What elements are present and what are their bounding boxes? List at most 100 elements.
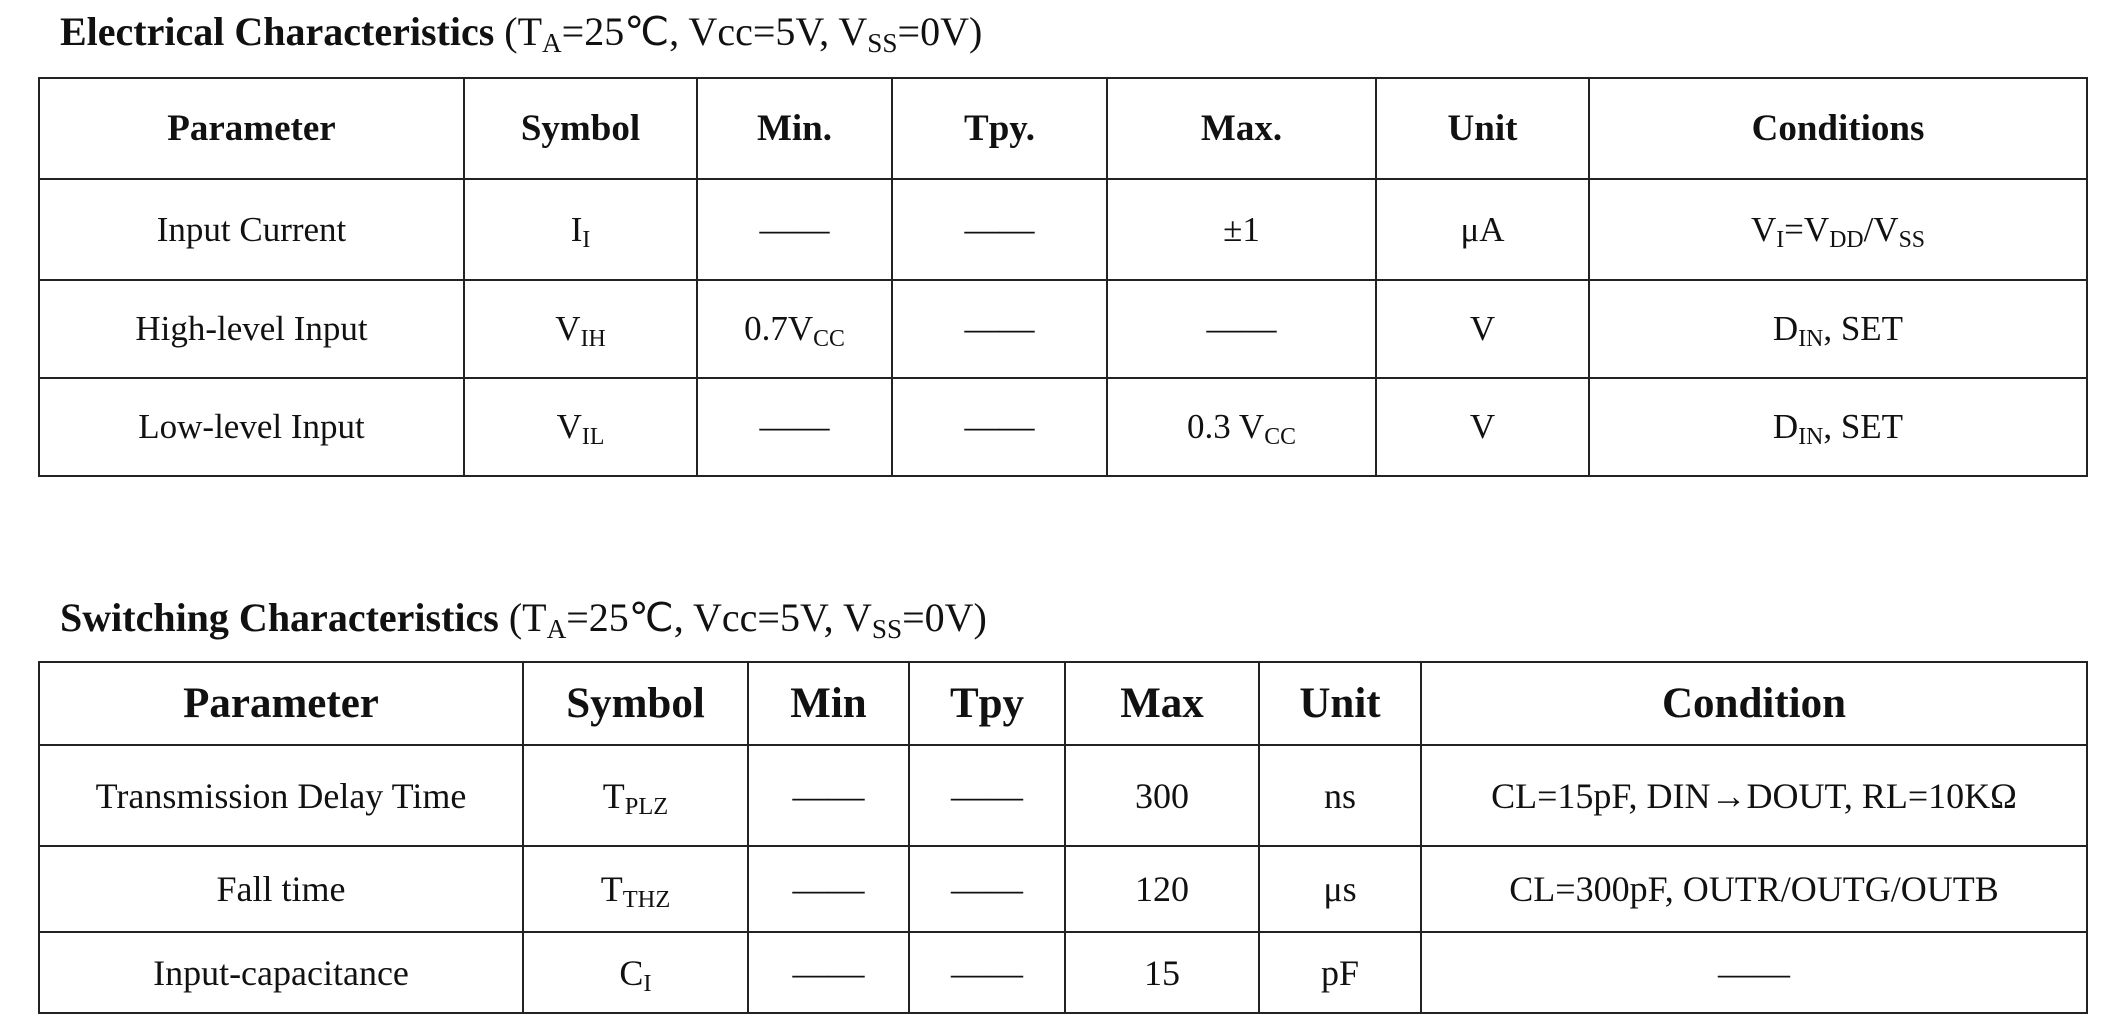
header-cell: Min bbox=[747, 661, 910, 746]
text: —— bbox=[951, 869, 1023, 909]
cell: Input Current bbox=[38, 178, 465, 281]
text: D bbox=[1772, 309, 1799, 348]
subscript: A bbox=[546, 613, 567, 644]
text: T bbox=[602, 775, 625, 816]
cell: —— bbox=[1106, 279, 1377, 379]
subscript: IL bbox=[581, 423, 605, 450]
text: T bbox=[600, 869, 623, 909]
table-row: Transmission Delay Time TPLZ —— —— 300 ns CL=1… bbox=[38, 744, 2088, 847]
text: V bbox=[1469, 309, 1496, 348]
cell: Low-level Input bbox=[38, 377, 465, 477]
cell: 15 bbox=[1064, 931, 1260, 1014]
subscript: I bbox=[1776, 226, 1785, 253]
text: 15 bbox=[1144, 952, 1180, 993]
subscript: IN bbox=[1798, 325, 1824, 352]
subscript: I bbox=[582, 226, 591, 253]
text: =V bbox=[1784, 209, 1830, 249]
text: —— bbox=[759, 407, 830, 446]
title-main: Switching Characteristics bbox=[60, 595, 499, 640]
cell: V bbox=[1375, 279, 1590, 379]
cell: —— bbox=[891, 178, 1108, 281]
text: ns bbox=[1323, 775, 1356, 816]
header-cell: Max bbox=[1064, 661, 1260, 746]
cell: VI=VDD/VSS bbox=[1588, 178, 2088, 281]
cell: CI bbox=[522, 931, 749, 1014]
table: Parameter Symbol Min Tpy Max Unit Condition Tra… bbox=[38, 661, 2088, 1014]
cell: Input-capacitance bbox=[38, 931, 524, 1014]
text: pF bbox=[1320, 952, 1360, 993]
text: =25℃, Vcc=5V, V bbox=[566, 595, 872, 640]
header-cell: Parameter bbox=[38, 661, 524, 746]
text: V bbox=[1469, 407, 1496, 446]
table-title: Electrical Characteristics (TA=25℃, Vcc=… bbox=[60, 8, 983, 56]
header-cell: Conditions bbox=[1588, 77, 2088, 180]
text: Transmission Delay Time bbox=[95, 775, 467, 816]
table-title: Switching Characteristics (TA=25℃, Vcc=5… bbox=[60, 594, 987, 644]
text: C bbox=[619, 952, 644, 993]
text: μA bbox=[1460, 209, 1505, 249]
header-row: Parameter Symbol Min. Tpy. Max. Unit Condition… bbox=[38, 77, 2088, 180]
text: 300 bbox=[1135, 775, 1189, 816]
subscript: SS bbox=[1898, 226, 1926, 253]
header-cell: Unit bbox=[1375, 77, 1590, 180]
cell: —— bbox=[747, 845, 910, 933]
header-cell: Parameter bbox=[38, 77, 465, 180]
header-cell: Min. bbox=[696, 77, 893, 180]
text: (T bbox=[494, 9, 543, 54]
cell: High-level Input bbox=[38, 279, 465, 379]
cell: V bbox=[1375, 377, 1590, 477]
cell: 120 bbox=[1064, 845, 1260, 933]
cell: VIH bbox=[463, 279, 698, 379]
text: =25℃, Vcc=5V, V bbox=[561, 9, 868, 54]
subscript: CC bbox=[1264, 423, 1296, 450]
text: I bbox=[570, 209, 583, 249]
subscript: PLZ bbox=[624, 792, 669, 820]
text: /V bbox=[1863, 209, 1899, 249]
cell: —— bbox=[891, 279, 1108, 379]
cell: TPLZ bbox=[522, 744, 749, 847]
text: V bbox=[555, 309, 581, 348]
title-main: Electrical Characteristics bbox=[60, 9, 495, 54]
cell: ±1 bbox=[1106, 178, 1377, 281]
header-cell: Condition bbox=[1420, 661, 2088, 746]
cell: ns bbox=[1258, 744, 1422, 847]
header-cell: Unit bbox=[1258, 661, 1422, 746]
cell: DIN, SET bbox=[1588, 377, 2088, 477]
cell: Fall time bbox=[38, 845, 524, 933]
text: —— bbox=[964, 209, 1035, 249]
cell: —— bbox=[908, 845, 1066, 933]
subscript: IN bbox=[1798, 423, 1824, 450]
table-row: Low-level Input VIL —— —— 0.3 VCC V DIN, SET bbox=[38, 377, 2088, 477]
text: V bbox=[1750, 209, 1777, 249]
header-cell: Max. bbox=[1106, 77, 1377, 180]
subscript: CC bbox=[813, 325, 845, 352]
header-cell: Symbol bbox=[522, 661, 749, 746]
text: —— bbox=[792, 869, 865, 909]
cell: —— bbox=[747, 931, 910, 1014]
cell: —— bbox=[891, 377, 1108, 477]
subscript: DD bbox=[1829, 226, 1864, 253]
cell: 0.3 VCC bbox=[1106, 377, 1377, 477]
text: 0.3 V bbox=[1187, 407, 1265, 446]
text: —— bbox=[964, 309, 1035, 348]
text: —— bbox=[759, 209, 830, 249]
cell: —— bbox=[747, 744, 910, 847]
header-row: Parameter Symbol Min Tpy Max Unit Condition bbox=[38, 661, 2088, 746]
cell: DIN, SET bbox=[1588, 279, 2088, 379]
text: , SET bbox=[1823, 309, 1904, 348]
cell: —— bbox=[1420, 931, 2088, 1014]
text: D bbox=[1772, 407, 1799, 446]
cell: pF bbox=[1258, 931, 1422, 1014]
text: CL=300pF, OUTR/OUTG/OUTB bbox=[1509, 869, 1999, 909]
cell: 0.7VCC bbox=[696, 279, 893, 379]
text: Input-capacitance bbox=[153, 952, 409, 993]
subscript: THZ bbox=[622, 886, 671, 914]
cell: —— bbox=[696, 178, 893, 281]
text: 120 bbox=[1135, 869, 1189, 909]
text: =0V) bbox=[897, 9, 983, 54]
text: μs bbox=[1323, 869, 1357, 909]
subscript: IH bbox=[580, 325, 606, 352]
text: =0V) bbox=[902, 595, 987, 640]
cell: μA bbox=[1375, 178, 1590, 281]
